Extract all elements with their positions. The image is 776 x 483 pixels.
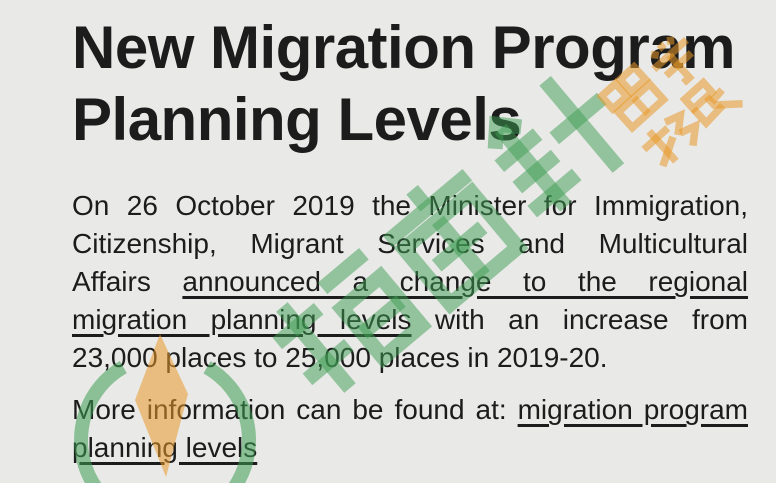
text-segment: More information can be found at: [72, 394, 518, 425]
text-segment: Affairs [72, 266, 183, 297]
text-segment: Citizenship, Migrant Services and Multic… [72, 228, 748, 259]
body-paragraph: On 26 October 2019 the Minister for Immi… [72, 187, 748, 377]
body-text: On 26 October 2019 the Minister for Immi… [72, 187, 748, 467]
page-title-line-2: Planning Levels [72, 86, 522, 153]
migration-planning-levels-link[interactable]: migration planning levels [72, 304, 412, 335]
migration-program-link[interactable]: migration program [517, 394, 748, 425]
page-title-line-1: New Migration Program [72, 14, 735, 81]
text-line: planning levels [72, 429, 748, 467]
text-line: More information can be found at: migrat… [72, 391, 748, 429]
body-paragraph: More information can be found at: migrat… [72, 391, 748, 467]
text-line: Citizenship, Migrant Services and Multic… [72, 225, 748, 263]
planning-levels-link[interactable]: planning levels [72, 432, 258, 463]
page-title: New Migration Program Planning Levels [72, 12, 748, 156]
text-line: migration planning levels with an increa… [72, 301, 748, 339]
text-segment: 23,000 places to 25,000 places in 2019-2… [72, 342, 608, 373]
text-line: 23,000 places to 25,000 places in 2019-2… [72, 339, 748, 377]
article-content: New Migration Program Planning Levels On… [72, 12, 748, 467]
text-line: On 26 October 2019 the Minister for Immi… [72, 187, 748, 225]
text-line: Affairs announced a change to the region… [72, 263, 748, 301]
text-segment: On 26 October 2019 the Minister for Immi… [72, 190, 748, 221]
text-segment: with an increase from [411, 304, 749, 335]
announced-change-link[interactable]: announced a change to the regional [182, 266, 749, 297]
